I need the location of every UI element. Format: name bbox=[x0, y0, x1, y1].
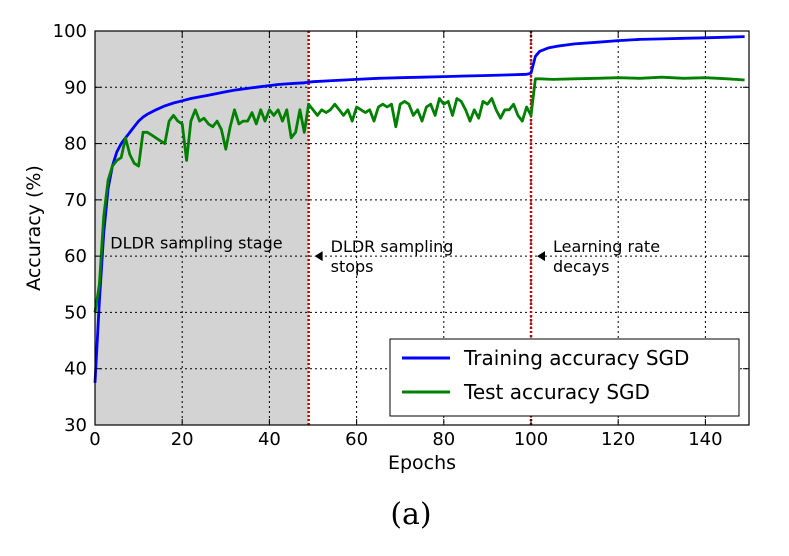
legend-entry: Test accuracy SGD bbox=[463, 380, 650, 404]
series-line-test bbox=[93, 75, 745, 313]
y-tick-label: 40 bbox=[64, 359, 87, 380]
figure-caption: (a) bbox=[390, 497, 431, 532]
x-tick-label: 60 bbox=[345, 429, 368, 450]
annotation-arrow-icon bbox=[314, 251, 323, 262]
y-tick-label: 50 bbox=[64, 302, 87, 323]
series-line-training bbox=[93, 35, 745, 383]
annotation-lr-decays: decays bbox=[553, 257, 609, 276]
tick-labels: 0 20 40 60 80 100 120 140 30 40 50 60 70 80 90 100 bbox=[53, 21, 749, 450]
series-lines bbox=[93, 35, 745, 383]
annotation-sampling-stops: stops bbox=[331, 257, 374, 276]
x-tick-label: 20 bbox=[171, 429, 194, 450]
y-tick-label: 100 bbox=[53, 21, 87, 42]
y-tick-label: 80 bbox=[64, 134, 87, 155]
x-tick-label: 0 bbox=[89, 429, 100, 450]
x-tick-label: 100 bbox=[514, 429, 548, 450]
x-tick-label: 140 bbox=[688, 429, 722, 450]
x-tick-label: 80 bbox=[432, 429, 455, 450]
plot-frame bbox=[94, 30, 750, 426]
x-tick-label: 120 bbox=[601, 429, 635, 450]
y-tick-label: 70 bbox=[64, 190, 87, 211]
annotation-sampling-stops: DLDR sampling bbox=[331, 237, 454, 256]
legend-box bbox=[389, 338, 740, 417]
legend: Training accuracy SGD Test accuracy SGD bbox=[389, 338, 740, 417]
annotation-sampling-stage: DLDR sampling stage bbox=[110, 234, 282, 253]
y-tick-label: 90 bbox=[64, 77, 87, 98]
y-axis-label: Accuracy (%) bbox=[23, 165, 45, 291]
x-tick-label: 40 bbox=[258, 429, 281, 450]
annotation-arrow-icon bbox=[537, 251, 545, 262]
legend-entry: Training accuracy SGD bbox=[463, 346, 689, 370]
y-tick-label: 60 bbox=[64, 246, 87, 267]
annotation-lr-decays: Learning rate bbox=[553, 237, 660, 256]
x-axis-label: Epochs bbox=[388, 452, 456, 474]
sampling-stage-shade bbox=[95, 31, 309, 425]
y-tick-label: 30 bbox=[64, 415, 87, 436]
